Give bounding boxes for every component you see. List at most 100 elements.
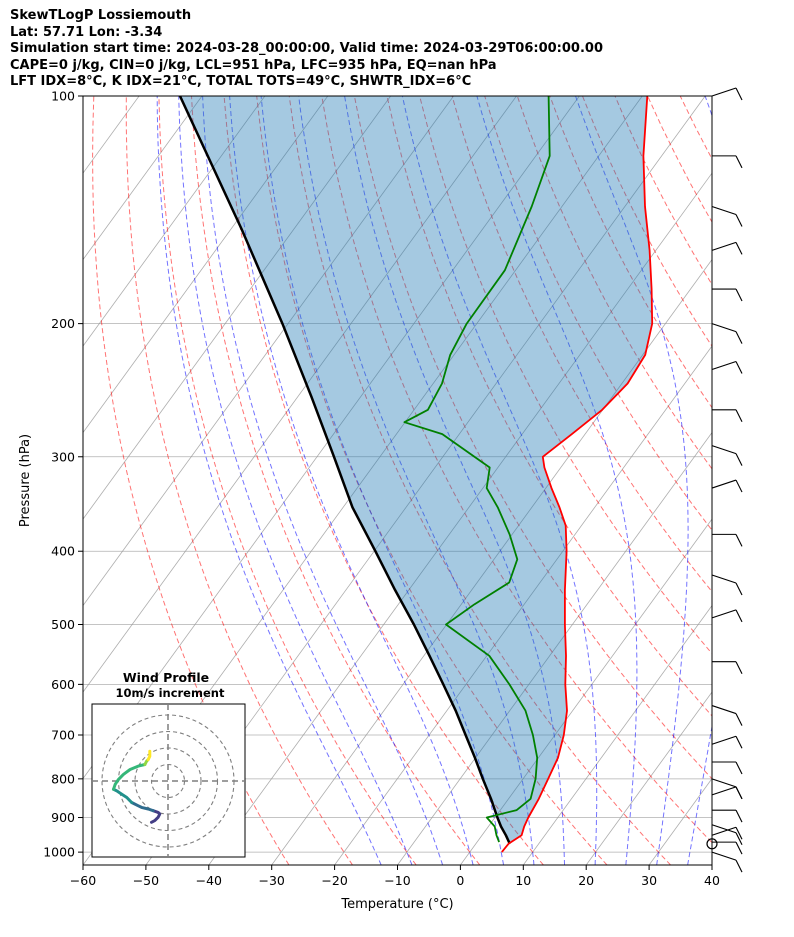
- moist-adiabat: [344, 96, 565, 865]
- wind-barb: [711, 360, 743, 374]
- isotherm: [83, 96, 266, 347]
- dry-adiabat: [451, 96, 712, 593]
- x-tick-label: 20: [578, 873, 594, 888]
- isotherm: [585, 691, 712, 865]
- wind-barb: [712, 761, 743, 775]
- calm-wind-circle: [706, 838, 718, 850]
- wind-barb: [712, 841, 743, 855]
- dry-adiabat: [288, 96, 671, 865]
- hodograph-trace: [112, 763, 147, 791]
- cape-area: [180, 96, 653, 853]
- hodograph-trace: [150, 809, 162, 824]
- y-tick-label: 300: [51, 449, 75, 464]
- wind-barb: [711, 786, 743, 800]
- y-tick-label: 1000: [43, 845, 75, 860]
- wind-barb: [711, 205, 743, 227]
- isotherm: [83, 96, 329, 434]
- chart-title: SkewTLogP Lossiemouth: [10, 8, 192, 23]
- wind-barb: [712, 661, 743, 674]
- moist-adiabat: [156, 96, 382, 865]
- x-tick-label: 40: [704, 873, 720, 888]
- axes: −60 −50 −40 −30 −20 −10 0 10 20 30 40 100 200 300 400 5…: [18, 89, 720, 913]
- hodograph-subtitle: 10m/s increment: [116, 686, 225, 700]
- dewpoint-line: [403, 96, 551, 843]
- hodograph-trace: [130, 801, 155, 813]
- dry-adiabat: [158, 96, 417, 865]
- y-axis-label: Pressure (hPa): [18, 434, 33, 527]
- wind-barb: [711, 609, 743, 623]
- x-tick-label: 30: [641, 873, 657, 888]
- moist-adiabat: [476, 96, 638, 865]
- profile-lines: [178, 96, 654, 853]
- dry-adiabat: [679, 96, 712, 160]
- x-tick-label: 10: [515, 873, 531, 888]
- isotherm: [0, 96, 13, 865]
- moist-adiabat: [202, 96, 444, 865]
- moist-adiabat: [401, 96, 598, 865]
- wind-barb: [711, 323, 743, 344]
- y-tick-label: 100: [51, 89, 75, 104]
- moist-adiabat: [687, 96, 712, 865]
- dry-adiabat: [419, 96, 712, 655]
- isotherm: [711, 864, 712, 865]
- wind-barb: [711, 241, 743, 255]
- isotherm: [83, 96, 203, 261]
- wind-barb: [711, 851, 743, 873]
- x-tick-label: −50: [133, 873, 159, 888]
- y-tick-label: 600: [51, 677, 75, 692]
- wind-barbs: [706, 87, 743, 873]
- chart-header: SkewTLogP Lossiemouth Lat: 57.71 Lon: -3…: [10, 8, 603, 91]
- dry-adiabat: [386, 96, 712, 717]
- y-tick-label: 900: [51, 810, 75, 825]
- location-coordinates: Lat: 57.71 Lon: -3.34: [10, 24, 163, 40]
- isotherm: [648, 777, 712, 865]
- wind-barb: [711, 824, 743, 845]
- dry-adiabat: [549, 96, 712, 409]
- hodograph-plot: [92, 704, 245, 857]
- x-axis-label: Temperature (°C): [340, 897, 453, 912]
- isotherm: [397, 431, 712, 865]
- dry-adiabat: [223, 96, 544, 865]
- background-lines: [0, 96, 794, 865]
- wind-barb: [712, 533, 743, 547]
- x-tick-label: −20: [321, 873, 347, 888]
- stability-parameters-1: CAPE=0 j/kg, CIN=0 j/kg, LCL=951 hPa, LF…: [10, 57, 497, 73]
- hodograph-trace: [112, 787, 134, 804]
- wind-barb: [711, 574, 743, 596]
- temperature-line: [501, 96, 654, 853]
- wind-barb: [711, 445, 743, 466]
- isotherm: [522, 604, 712, 865]
- hodograph-trace: [146, 749, 152, 761]
- x-tick-label: −30: [259, 873, 285, 888]
- wind-barb: [711, 735, 743, 749]
- isotherm: [271, 258, 712, 865]
- isotherm: [83, 96, 392, 520]
- y-tick-label: 800: [51, 771, 75, 786]
- x-tick-label: 0: [456, 873, 464, 888]
- dry-adiabat: [778, 96, 794, 865]
- wind-barb: [712, 409, 743, 423]
- isotherm: [0, 96, 76, 865]
- y-tick-label: 200: [51, 316, 75, 331]
- wind-barb: [711, 826, 743, 840]
- dry-adiabat: [321, 96, 712, 844]
- stability-parameters-2: LFT IDX=8°C, K IDX=21°C, TOTAL TOTS=49°C…: [10, 74, 472, 90]
- moist-adiabat: [298, 96, 535, 865]
- simulation-times: Simulation start time: 2024-03-28_00:00:…: [10, 41, 603, 57]
- dry-adiabat: [191, 96, 481, 865]
- y-tick-label: 500: [51, 617, 75, 632]
- isotherm: [83, 96, 517, 693]
- wind-barb: [712, 155, 743, 169]
- x-tick-label: −40: [196, 873, 222, 888]
- dry-adiabat: [125, 96, 353, 865]
- dry-adiabat: [745, 96, 794, 865]
- wind-barb: [712, 288, 743, 302]
- dry-adiabat: [516, 96, 712, 470]
- moist-adiabat: [178, 96, 413, 865]
- wind-barb: [711, 479, 743, 493]
- moist-adiabat: [229, 96, 474, 865]
- wind-barb: [712, 809, 743, 823]
- dry-adiabat: [353, 96, 712, 780]
- wind-barb: [711, 87, 743, 101]
